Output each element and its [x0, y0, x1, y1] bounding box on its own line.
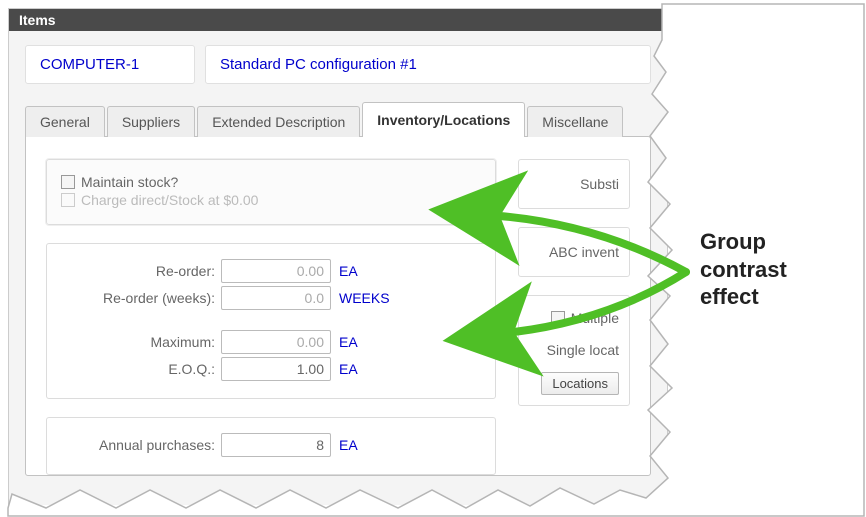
annual-row: Annual purchases: EA [61, 433, 481, 457]
stock-group: Maintain stock? Charge direct/Stock at $… [46, 159, 496, 225]
item-desc-box[interactable]: Standard PC configuration #1 [205, 45, 651, 84]
locations-button[interactable]: Locations [541, 372, 619, 395]
reorder-weeks-row: Re-order (weeks): WEEKS [61, 286, 481, 310]
charge-direct-label: Charge direct/Stock at $0.00 [81, 192, 258, 208]
reorder-weeks-label: Re-order (weeks): [61, 290, 221, 306]
substitutions-group: Substi [518, 159, 630, 209]
tab-panel: Maintain stock? Charge direct/Stock at $… [25, 136, 651, 476]
multiple-checkbox[interactable] [551, 311, 565, 325]
window-content: COMPUTER-1 Standard PC configuration #1 … [9, 31, 667, 505]
reorder-group: Re-order: EA Re-order (weeks): WEEKS Max… [46, 243, 496, 399]
maximum-unit: EA [339, 334, 358, 350]
reorder-input[interactable] [221, 259, 331, 283]
eoq-label: E.O.Q.: [61, 361, 221, 377]
annotation-text: Group contrast effect [700, 228, 787, 311]
tab-inventory-locations[interactable]: Inventory/Locations [362, 102, 525, 137]
annual-label: Annual purchases: [61, 437, 221, 453]
tab-general[interactable]: General [25, 106, 105, 137]
locations-group: Multiple Single locat Locations [518, 295, 630, 406]
annotation-line2: contrast [700, 256, 787, 284]
annual-group: Annual purchases: EA [46, 417, 496, 475]
maximum-input[interactable] [221, 330, 331, 354]
single-location-label: Single locat [529, 342, 619, 358]
eoq-input[interactable] [221, 357, 331, 381]
maintain-stock-checkbox[interactable] [61, 175, 75, 189]
annotation-line3: effect [700, 283, 787, 311]
reorder-row: Re-order: EA [61, 259, 481, 283]
eoq-row: E.O.Q.: EA [61, 357, 481, 381]
annual-unit: EA [339, 437, 358, 453]
maximum-label: Maximum: [61, 334, 221, 350]
item-code: COMPUTER-1 [40, 56, 139, 73]
items-window: Items COMPUTER-1 Standard PC configurati… [8, 8, 668, 508]
tabs: General Suppliers Extended Description I… [25, 102, 651, 137]
item-desc: Standard PC configuration #1 [220, 56, 417, 73]
eoq-unit: EA [339, 361, 358, 377]
charge-direct-row: Charge direct/Stock at $0.00 [61, 192, 481, 208]
window-title: Items [19, 12, 56, 28]
reorder-weeks-input[interactable] [221, 286, 331, 310]
right-column: Substi ABC invent Multiple Single locat … [518, 159, 630, 453]
multiple-row[interactable]: Multiple [529, 310, 619, 326]
tab-extended-description[interactable]: Extended Description [197, 106, 360, 137]
reorder-weeks-unit: WEEKS [339, 290, 390, 306]
substitutions-label[interactable]: Substi [529, 176, 619, 192]
multiple-label: Multiple [571, 310, 619, 326]
annotation-line1: Group [700, 228, 787, 256]
maximum-row: Maximum: EA [61, 330, 481, 354]
tab-suppliers[interactable]: Suppliers [107, 106, 195, 137]
maintain-stock-row[interactable]: Maintain stock? [61, 174, 481, 190]
abc-group: ABC invent [518, 227, 630, 277]
tab-miscellaneous[interactable]: Miscellane [527, 106, 623, 137]
annual-input[interactable] [221, 433, 331, 457]
window-titlebar: Items [9, 9, 667, 31]
reorder-label: Re-order: [61, 263, 221, 279]
left-column: Maintain stock? Charge direct/Stock at $… [46, 159, 496, 453]
header-row: COMPUTER-1 Standard PC configuration #1 [25, 45, 651, 84]
abc-label[interactable]: ABC invent [529, 244, 619, 260]
reorder-unit: EA [339, 263, 358, 279]
item-code-box[interactable]: COMPUTER-1 [25, 45, 195, 84]
maintain-stock-label: Maintain stock? [81, 174, 178, 190]
charge-direct-checkbox [61, 193, 75, 207]
